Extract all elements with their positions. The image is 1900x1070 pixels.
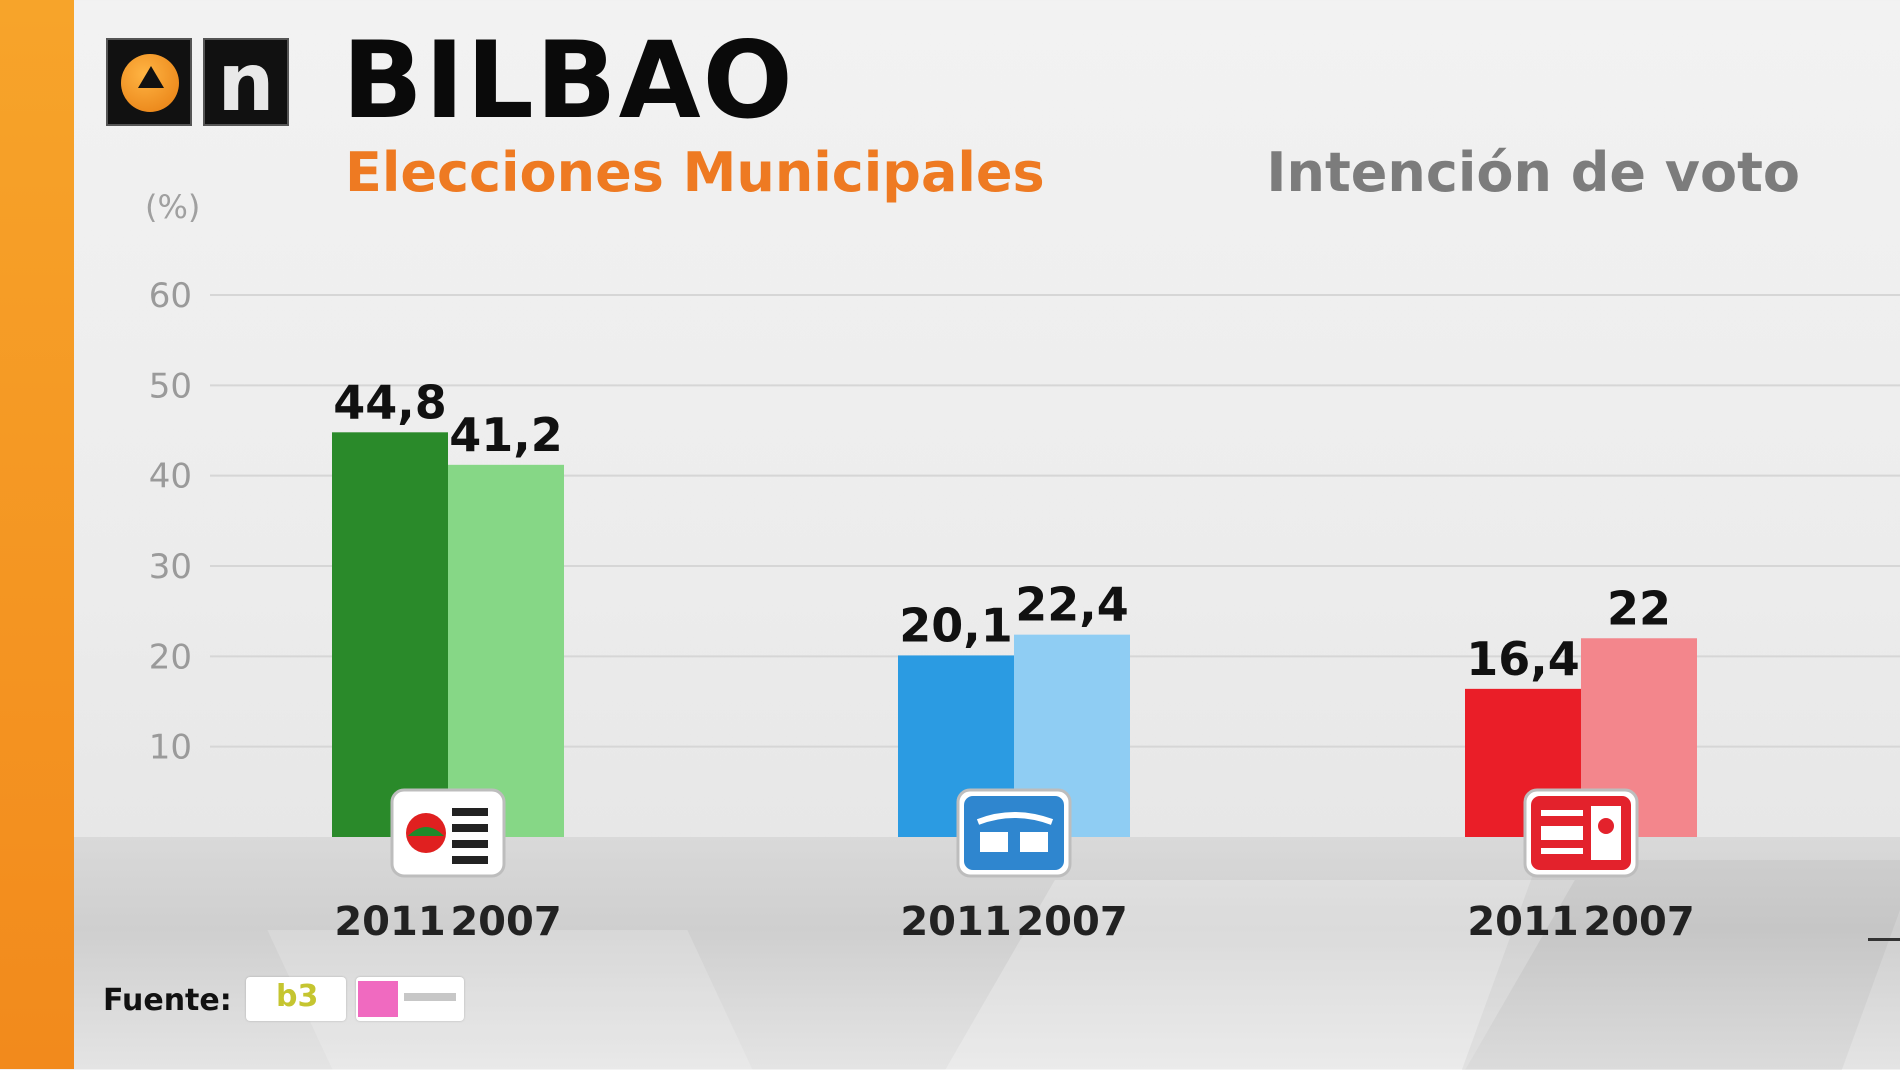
chart-right-title: Intención de voto xyxy=(1266,141,1800,204)
y-tick-label: 50 xyxy=(149,366,192,406)
x-category-label: 2011 xyxy=(334,899,445,945)
logo-mark xyxy=(452,824,488,832)
orange-side-stripe xyxy=(0,0,74,1069)
bar-2011 xyxy=(332,432,448,837)
y-tick-label: 30 xyxy=(149,547,192,587)
source-logo-b3-icon: b3 xyxy=(246,977,346,1021)
pse-ee-psoe-logo-icon xyxy=(1523,788,1639,878)
x-category-label: 2007 xyxy=(1583,899,1694,945)
noticias-n-logo-icon: n xyxy=(203,36,289,129)
logo-mark xyxy=(408,827,444,836)
source-label: Fuente: xyxy=(103,983,232,1018)
y-tick-label: 20 xyxy=(149,637,192,677)
y-axis-unit-label: (%) xyxy=(145,188,200,226)
x-category-label: 2011 xyxy=(1467,899,1578,945)
x-category-label: 2007 xyxy=(450,899,561,945)
logo-mark xyxy=(1598,818,1614,834)
brand-letter: n xyxy=(217,36,275,129)
data-label: 20,1 xyxy=(899,598,1013,652)
data-label: 22 xyxy=(1607,581,1671,635)
edge-mark xyxy=(1868,938,1900,941)
pp-logo-icon xyxy=(956,788,1072,878)
logo-mark xyxy=(452,840,488,848)
data-label: 41,2 xyxy=(449,408,563,462)
logo-mark xyxy=(1541,826,1583,840)
logo-mark xyxy=(452,856,488,864)
source-logo-pink-icon xyxy=(356,977,464,1021)
y-tick-label: 40 xyxy=(149,457,192,497)
eaj-pnv-logo-icon xyxy=(390,788,506,878)
logo-mark xyxy=(976,812,1054,825)
chart-subtitle: Elecciones Municipales xyxy=(345,141,1045,204)
data-label: 16,4 xyxy=(1466,632,1580,686)
antena3-logo-icon xyxy=(106,38,192,126)
logo-mark xyxy=(964,796,1064,870)
chart-title: BILBAO xyxy=(342,19,795,142)
logo-mark xyxy=(1541,848,1583,854)
bar-2007 xyxy=(448,464,564,837)
x-category-label: 2011 xyxy=(900,899,1011,945)
x-category-label: 2007 xyxy=(1016,899,1127,945)
data-label: 44,8 xyxy=(333,375,447,429)
logo-mark xyxy=(980,832,1008,852)
logo-mark xyxy=(452,808,488,816)
data-label: 22,4 xyxy=(1015,578,1129,632)
y-tick-label: 10 xyxy=(149,728,192,768)
y-tick-label: 60 xyxy=(149,276,192,316)
logo-mark xyxy=(1541,810,1583,816)
logo-mark xyxy=(1020,832,1048,852)
